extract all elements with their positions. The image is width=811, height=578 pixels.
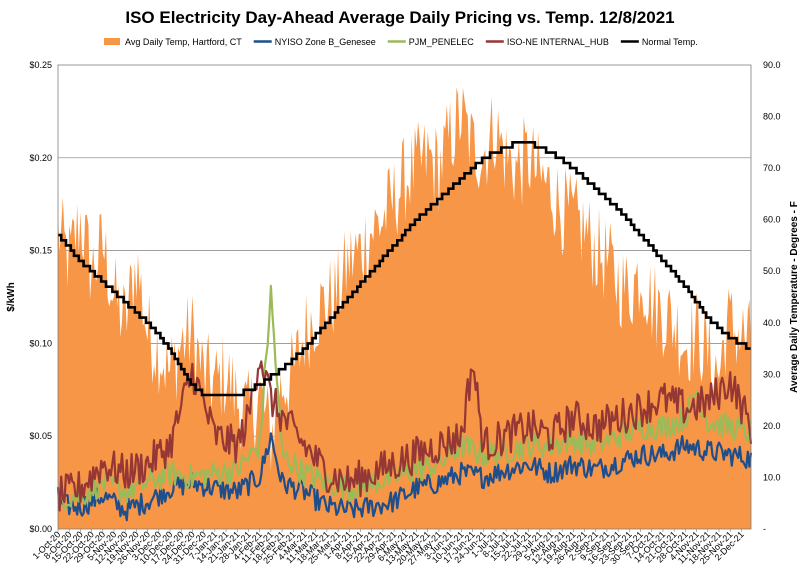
series-avg-temp-area bbox=[58, 87, 751, 529]
y2-tick-label: 60.0 bbox=[763, 215, 781, 225]
legend-label: Normal Temp. bbox=[642, 37, 698, 47]
legend: Avg Daily Temp, Hartford, CT NYISO Zone B… bbox=[104, 37, 698, 47]
temp-area-layer bbox=[58, 87, 751, 529]
legend-swatch bbox=[104, 38, 120, 45]
y-tick-label: $0.15 bbox=[29, 246, 52, 256]
plot-area-border bbox=[57, 64, 752, 530]
legend-label: NYISO Zone B_Genesee bbox=[275, 37, 376, 47]
x-axis-ticks: 1-Oct-208-Oct-2015-Oct-2022-Oct-2029-Oct… bbox=[31, 529, 746, 567]
legend-label: PJM_PENELEC bbox=[409, 37, 475, 47]
y2-tick-label: 40.0 bbox=[763, 318, 781, 328]
y-axis-title: $/kWh bbox=[6, 282, 17, 311]
series-normal-temp-line bbox=[58, 141, 751, 397]
y-tick-label: $0.10 bbox=[29, 338, 52, 348]
y2-tick-label: 30.0 bbox=[763, 369, 781, 379]
y-tick-label: $0.05 bbox=[29, 431, 52, 441]
y2-axis-title: Average Daily Temperature - Degrees - F bbox=[789, 201, 800, 393]
y2-tick-label: 90.0 bbox=[763, 60, 781, 70]
legend-label: Avg Daily Temp, Hartford, CT bbox=[125, 37, 242, 47]
y-tick-label: $0.00 bbox=[29, 524, 52, 534]
y-tick-label: $0.20 bbox=[29, 153, 52, 163]
legend-label: ISO-NE INTERNAL_HUB bbox=[507, 37, 609, 47]
y2-tick-label: 20.0 bbox=[763, 421, 781, 431]
left-axis-ticks: $0.00 $0.05 $0.10 $0.15 $0.20 $0.25 bbox=[29, 60, 52, 534]
right-axis-ticks: - 10.0 20.0 30.0 40.0 50.0 60.0 70.0 80.0 90.0 bbox=[763, 60, 781, 534]
y2-tick-label: 80.0 bbox=[763, 112, 781, 122]
y-tick-label: $0.25 bbox=[29, 60, 52, 70]
chart-title: ISO Electricity Day-Ahead Average Daily … bbox=[125, 8, 674, 27]
y2-tick-label: 70.0 bbox=[763, 163, 781, 173]
series-line-nyiso-zone-b-genesee bbox=[57, 432, 753, 522]
y2-tick-label: 10.0 bbox=[763, 472, 781, 482]
y2-tick-label: 50.0 bbox=[763, 266, 781, 276]
series-line-iso-ne-internal-hub bbox=[56, 360, 753, 512]
series-lines bbox=[56, 141, 753, 522]
y2-tick-label: - bbox=[763, 524, 766, 534]
